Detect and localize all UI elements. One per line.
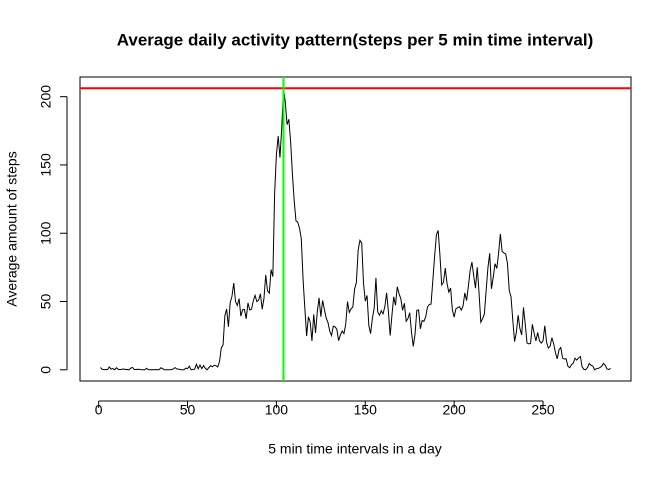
x-axis-label: 5 min time intervals in a day: [268, 441, 442, 457]
data-line: [100, 88, 611, 371]
plot-frame: [79, 76, 632, 382]
y-tick-label: 0: [38, 366, 54, 374]
x-tick-label: 100: [265, 402, 289, 418]
y-axis-label: Average amount of steps: [4, 151, 20, 306]
chart-title: Average daily activity pattern(steps per…: [117, 30, 593, 49]
x-tick-label: 0: [95, 402, 103, 418]
y-tick-label: 150: [38, 153, 54, 177]
x-tick-label: 200: [442, 402, 466, 418]
y-tick-label: 100: [38, 221, 54, 245]
x-tick-label: 250: [531, 402, 555, 418]
x-tick-label: 50: [180, 402, 196, 418]
y-tick-label: 200: [38, 85, 54, 109]
y-tick-label: 50: [38, 294, 54, 310]
x-tick-label: 150: [354, 402, 378, 418]
